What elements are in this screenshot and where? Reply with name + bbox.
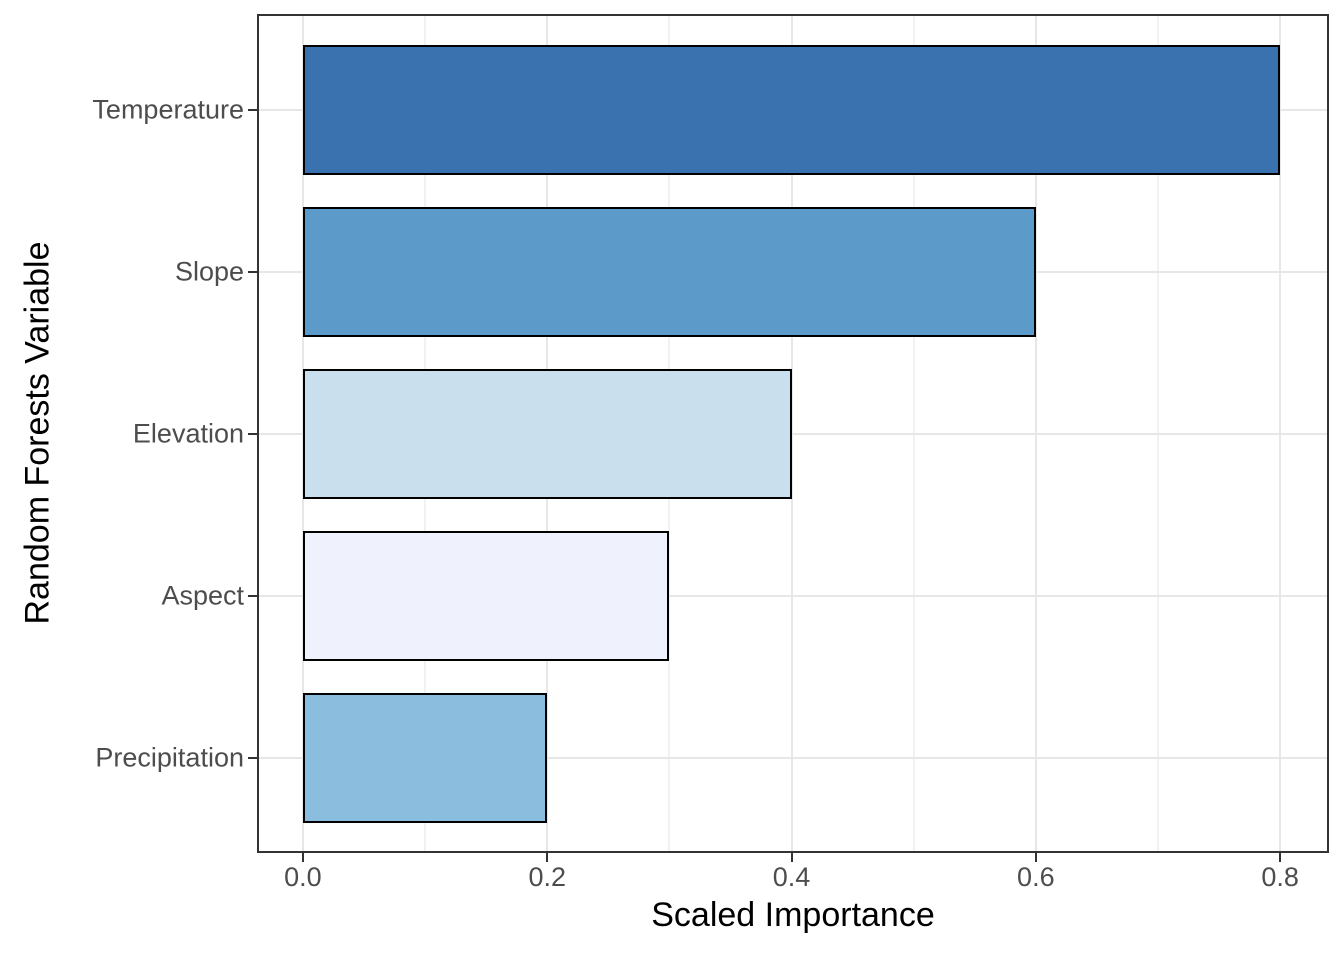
bar-temperature (302, 45, 1281, 175)
gridline-major-y (257, 433, 1329, 435)
x-tick-label: 0.2 (528, 862, 566, 892)
bar-aspect (302, 531, 670, 661)
y-tick-label: Elevation (132, 418, 244, 449)
x-tick-mark (790, 853, 793, 862)
x-tick-mark (1034, 853, 1037, 862)
y-tick-label: Slope (174, 256, 244, 287)
plot-panel (257, 14, 1329, 853)
y-tick-label: Precipitation (95, 742, 244, 773)
y-tick-mark (248, 109, 257, 111)
y-tick-mark (248, 595, 257, 597)
x-tick-mark (301, 853, 304, 862)
bar-precipitation (302, 693, 548, 823)
gridline-major-y (257, 757, 1329, 759)
x-tick-mark (1279, 853, 1282, 862)
x-tick-label: 0.8 (1261, 862, 1299, 892)
bar-elevation (302, 369, 792, 499)
y-tick-mark (248, 433, 257, 435)
y-tick-mark (248, 757, 257, 759)
y-tick-mark (248, 271, 257, 273)
gridline-major-y (257, 595, 1329, 597)
x-tick-label: 0.4 (772, 862, 811, 892)
x-axis-title: Scaled Importance (651, 896, 935, 934)
y-axis-title: Random Forests Variable (18, 241, 57, 625)
bar-slope (302, 207, 1036, 337)
x-tick-mark (546, 853, 549, 862)
x-tick-label: 0.0 (284, 862, 322, 892)
x-tick-label: 0.6 (1017, 862, 1055, 892)
y-tick-label: Temperature (92, 94, 244, 125)
y-tick-label: Aspect (161, 580, 244, 611)
